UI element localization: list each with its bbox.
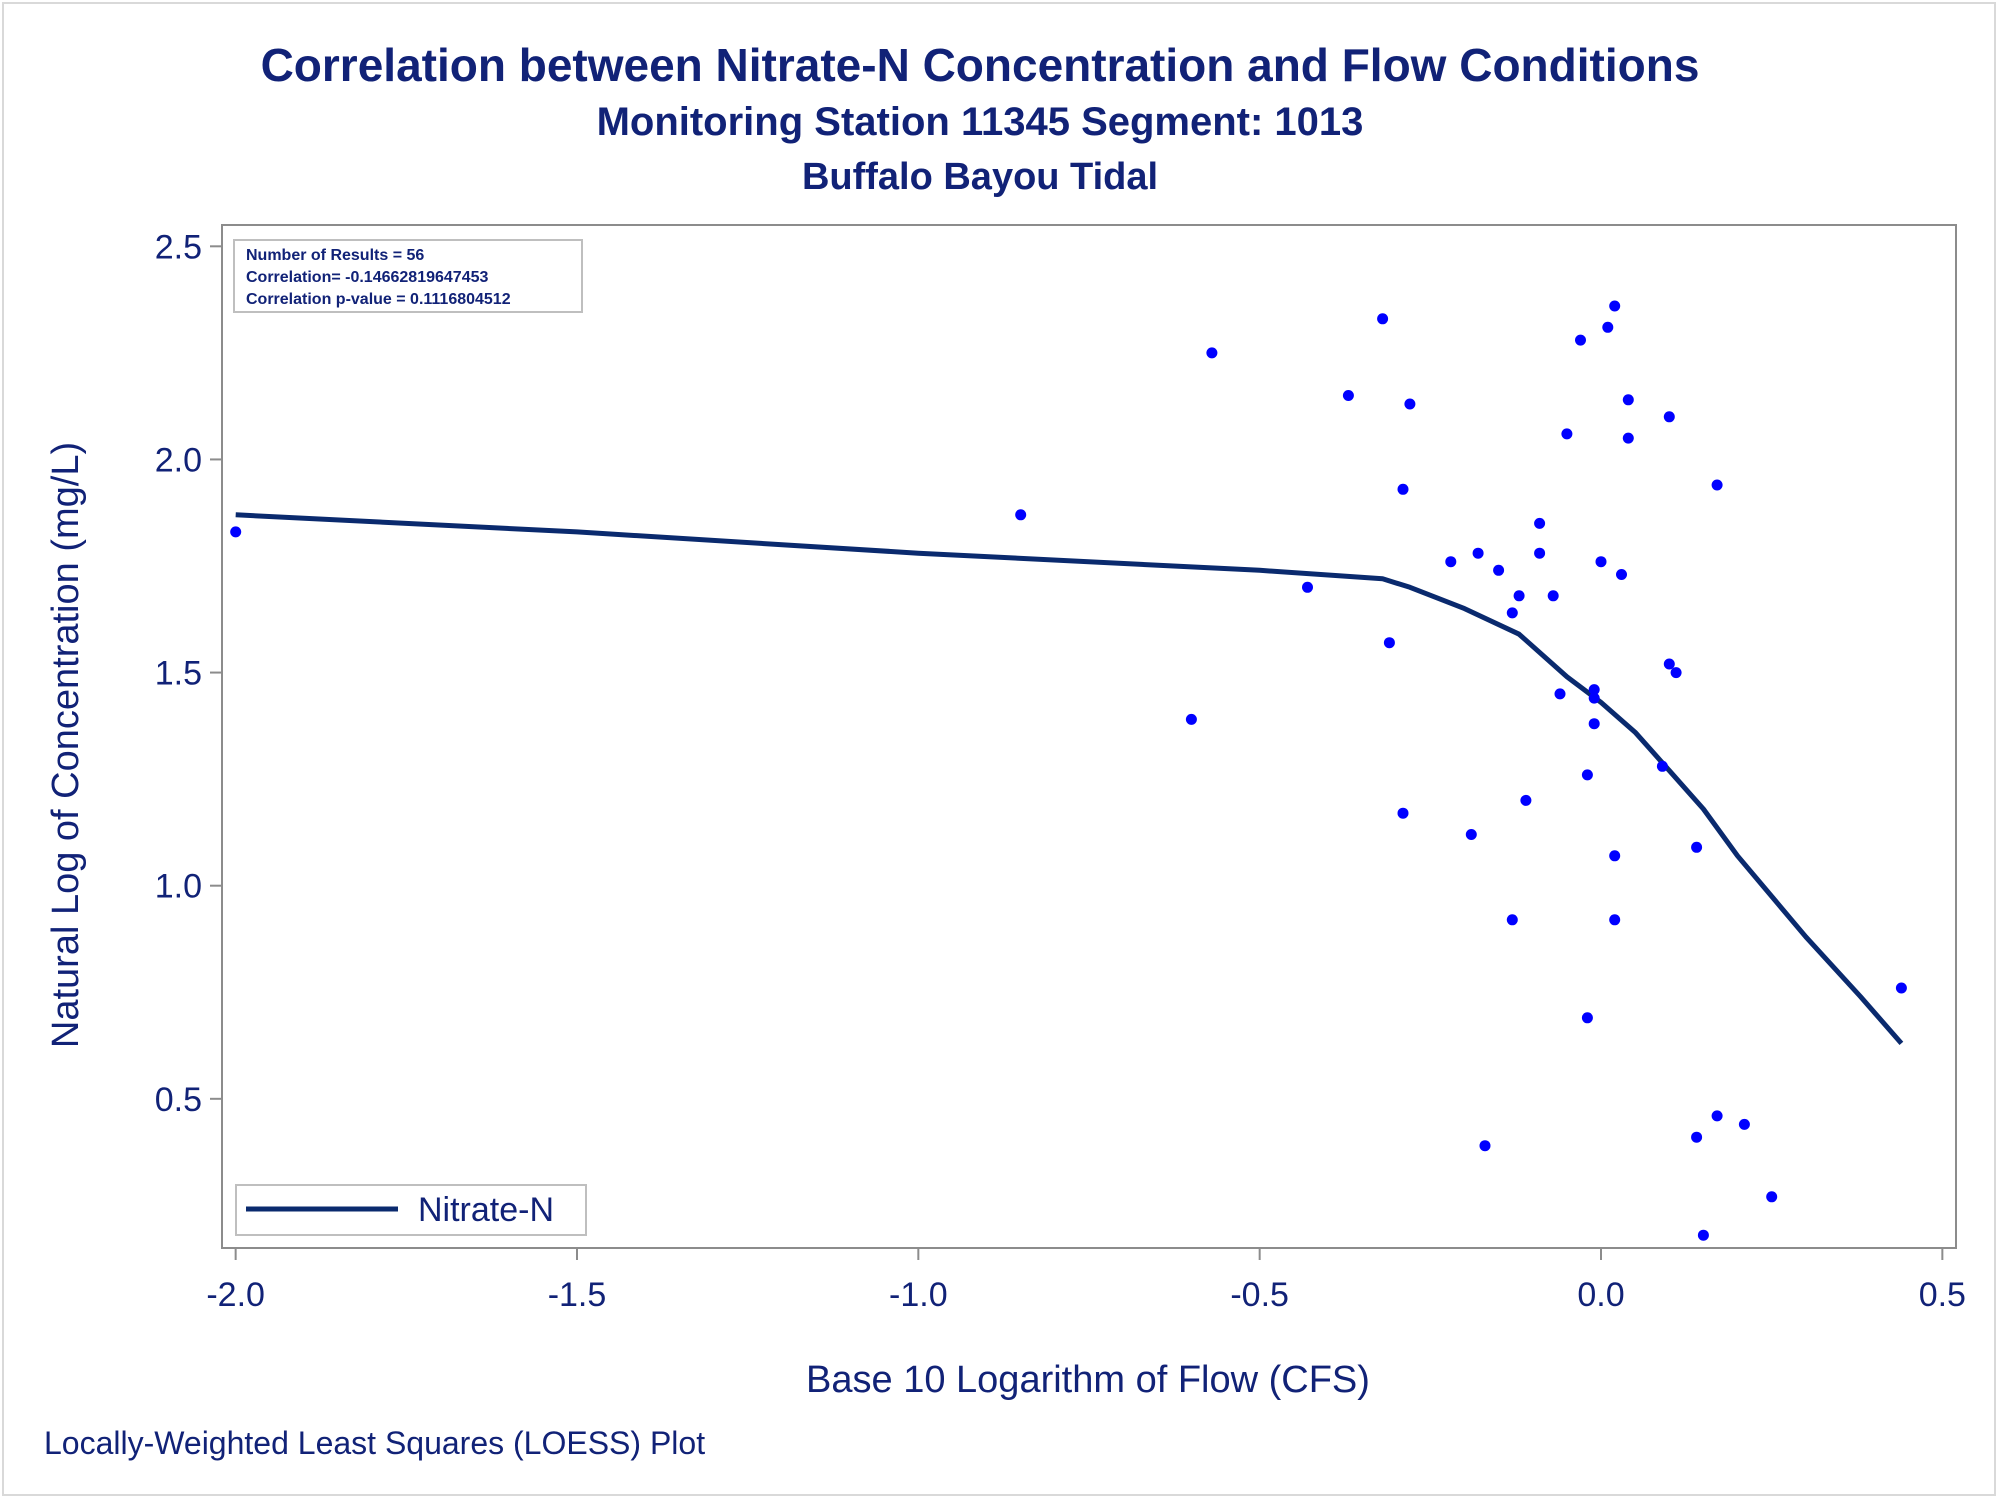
- data-point: [1656, 760, 1668, 772]
- data-point: [1302, 581, 1313, 593]
- legend: Nitrate-N: [235, 1184, 587, 1236]
- data-point: [1711, 1110, 1723, 1122]
- data-point: [1561, 428, 1573, 440]
- stats-line-pvalue: Correlation p-value = 0.1116804512: [246, 291, 511, 308]
- data-points: [230, 300, 1907, 1241]
- data-point: [1472, 547, 1484, 559]
- data-point: [1506, 607, 1518, 619]
- data-point: [1691, 841, 1703, 853]
- data-point: [1554, 688, 1566, 700]
- legend-label-nitrate-n: Nitrate-N: [418, 1191, 554, 1229]
- data-point: [1766, 1191, 1778, 1203]
- data-point: [1595, 556, 1607, 568]
- x-tick-label: -1.0: [889, 1276, 948, 1314]
- data-point: [1588, 692, 1600, 704]
- y-tick-label: 1.5: [155, 655, 202, 693]
- data-point: [1602, 321, 1614, 333]
- data-point: [1397, 483, 1409, 495]
- data-point: [1342, 390, 1354, 401]
- data-point: [1534, 517, 1546, 529]
- data-point: [1493, 564, 1505, 576]
- data-point: [1015, 509, 1027, 521]
- data-point: [1622, 394, 1634, 406]
- y-axis-label: Natural Log of Concentration (mg/L): [45, 442, 87, 1048]
- data-point: [1581, 769, 1593, 781]
- data-point: [230, 526, 242, 538]
- x-axis-label: Base 10 Logarithm of Flow (CFS): [806, 1359, 1370, 1401]
- data-point: [1711, 479, 1723, 491]
- data-point: [1691, 1131, 1703, 1143]
- data-point: [1479, 1140, 1491, 1152]
- data-point: [1520, 794, 1532, 806]
- data-point: [1697, 1229, 1709, 1241]
- y-tick-label: 1.0: [155, 868, 202, 906]
- data-point: [1738, 1118, 1750, 1130]
- data-point: [1581, 1012, 1593, 1024]
- x-tick-label: 0.5: [1919, 1276, 1966, 1314]
- x-tick-label: -2.0: [206, 1276, 265, 1314]
- y-tick-label: 0.5: [155, 1081, 202, 1119]
- data-point: [1609, 914, 1621, 926]
- stats-box: Number of Results = 56 Correlation= -0.1…: [233, 239, 583, 313]
- data-point: [1445, 556, 1457, 568]
- data-point: [1609, 300, 1621, 312]
- stats-line-count: Number of Results = 56: [246, 247, 424, 264]
- data-point: [1185, 713, 1197, 725]
- chart-subtitle-2: Buffalo Bayou Tidal: [801, 156, 1159, 198]
- footnote: Locally-Weighted Least Squares (LOESS) P…: [44, 1425, 706, 1461]
- data-point: [1663, 658, 1675, 670]
- data-point: [1404, 398, 1416, 410]
- data-point: [1895, 982, 1907, 994]
- data-point: [1616, 569, 1627, 580]
- data-point: [1663, 411, 1675, 423]
- data-point: [1397, 807, 1409, 819]
- data-point: [1670, 667, 1682, 679]
- axes: -2.0 -1.5 -1.0 -0.5 0.0 0.5 0.5 1.0 1.5 2.0 2.5: [155, 224, 1966, 1314]
- data-point: [1588, 684, 1600, 696]
- data-point: [1465, 829, 1477, 840]
- data-point: [1622, 432, 1634, 444]
- loess-line: [235, 512, 1904, 1046]
- data-point: [1383, 637, 1395, 649]
- chart-subtitle: Monitoring Station 11345 Segment: 1013: [596, 100, 1364, 144]
- y-tick-label: 2.5: [155, 228, 202, 266]
- data-point: [1575, 334, 1586, 346]
- x-tick-label: -1.5: [548, 1276, 607, 1314]
- data-point: [1513, 590, 1525, 602]
- stats-line-correlation: Correlation= -0.14662819647453: [246, 269, 488, 286]
- chart-title: Correlation between Nitrate-N Concentrat…: [260, 39, 1700, 91]
- data-point: [1534, 547, 1546, 559]
- x-tick-label: 0.0: [1577, 1276, 1624, 1314]
- data-point: [1506, 914, 1518, 926]
- x-tick-label: -0.5: [1230, 1276, 1289, 1314]
- data-point: [1377, 313, 1389, 325]
- data-point: [1609, 850, 1621, 862]
- data-point: [1547, 590, 1559, 602]
- data-point: [1206, 347, 1218, 359]
- y-tick-label: 2.0: [155, 441, 202, 479]
- data-point: [1588, 718, 1600, 730]
- loess-line-layer: [235, 512, 1904, 1046]
- plot-area-border: [221, 224, 1957, 1249]
